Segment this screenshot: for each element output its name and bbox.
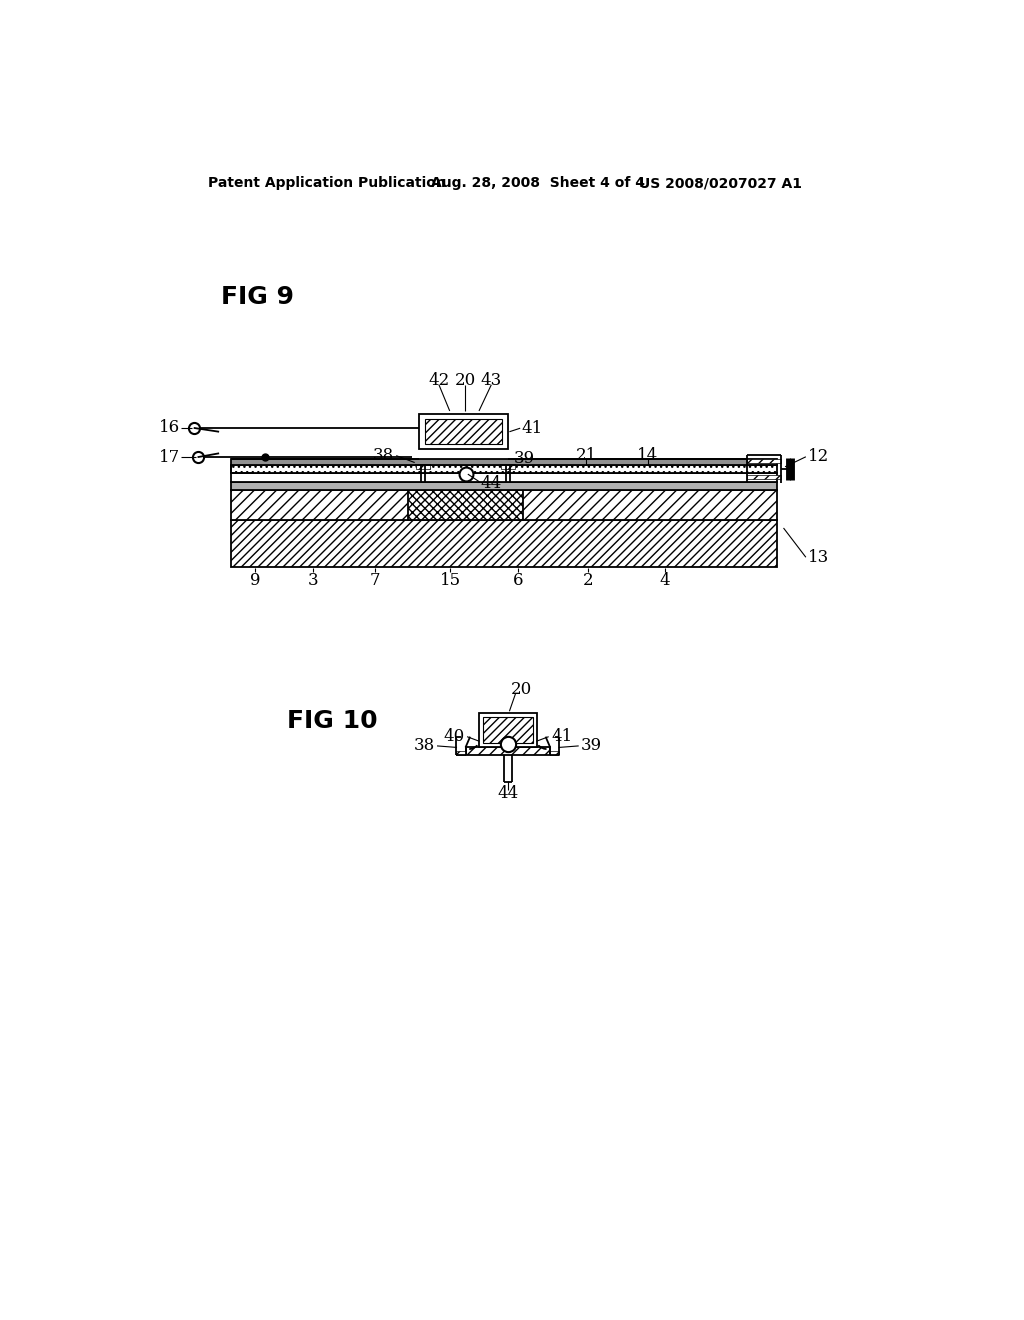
- Bar: [478, 713, 538, 747]
- Text: 41: 41: [551, 729, 572, 746]
- Text: 44: 44: [498, 785, 518, 803]
- Bar: [230, 520, 777, 566]
- Text: 16: 16: [159, 420, 180, 437]
- Bar: [746, 459, 781, 463]
- Text: 6: 6: [513, 572, 523, 589]
- Text: 38: 38: [373, 447, 394, 465]
- Bar: [466, 747, 550, 755]
- Text: 9: 9: [250, 572, 260, 589]
- Text: 17: 17: [159, 449, 180, 466]
- Bar: [746, 475, 781, 479]
- Text: 20: 20: [455, 372, 476, 388]
- Bar: [419, 414, 508, 449]
- Bar: [230, 482, 777, 490]
- Bar: [483, 718, 532, 743]
- Text: FIG 9: FIG 9: [221, 285, 295, 309]
- Bar: [457, 751, 466, 755]
- Text: 12: 12: [808, 449, 829, 465]
- Text: US 2008/0207027 A1: US 2008/0207027 A1: [639, 176, 802, 190]
- Text: 3: 3: [308, 572, 318, 589]
- Text: 42: 42: [428, 372, 450, 388]
- Text: 43: 43: [480, 372, 502, 388]
- Text: 41: 41: [521, 420, 543, 437]
- Text: Aug. 28, 2008  Sheet 4 of 4: Aug. 28, 2008 Sheet 4 of 4: [431, 176, 645, 190]
- Bar: [425, 420, 503, 444]
- Text: 2: 2: [583, 572, 593, 589]
- Bar: [408, 490, 523, 520]
- Bar: [230, 473, 777, 482]
- Text: 21: 21: [575, 447, 597, 465]
- Text: 15: 15: [439, 572, 461, 589]
- Bar: [416, 465, 430, 469]
- Bar: [550, 751, 559, 755]
- Text: 13: 13: [808, 549, 829, 566]
- Text: Patent Application Publication: Patent Application Publication: [208, 176, 445, 190]
- Text: 44: 44: [481, 475, 502, 492]
- Text: 4: 4: [659, 572, 671, 589]
- Bar: [230, 490, 777, 520]
- Text: 14: 14: [637, 447, 658, 465]
- Text: 7: 7: [370, 572, 381, 589]
- Text: 40: 40: [443, 729, 465, 746]
- Text: 38: 38: [414, 738, 435, 755]
- Bar: [230, 459, 777, 465]
- Text: 20: 20: [511, 681, 532, 698]
- Text: FIG 10: FIG 10: [287, 709, 378, 733]
- Bar: [230, 465, 777, 473]
- Text: 39: 39: [581, 738, 602, 755]
- Text: 39: 39: [514, 450, 536, 467]
- Bar: [501, 465, 515, 469]
